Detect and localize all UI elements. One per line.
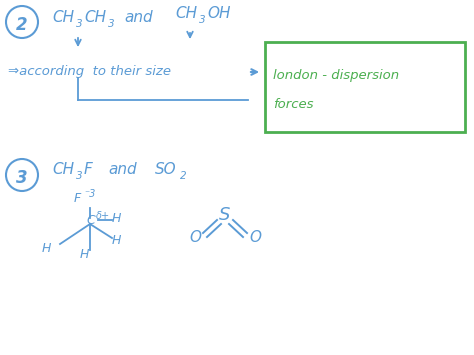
Text: F: F [74,191,81,204]
Text: H: H [112,234,121,246]
Text: 3: 3 [199,15,206,25]
Text: 2: 2 [16,16,28,34]
Text: H: H [42,241,51,255]
Text: CH: CH [84,11,106,26]
Text: london - dispersion: london - dispersion [273,69,399,82]
Text: O: O [249,230,261,246]
Text: C: C [86,213,95,226]
Text: CH: CH [175,6,197,22]
Text: H: H [80,248,90,262]
Text: and: and [108,163,137,178]
Text: ⁻3: ⁻3 [84,189,95,199]
Text: 3: 3 [76,19,82,29]
Text: H: H [112,212,121,224]
Text: 2: 2 [180,171,187,181]
Text: CH: CH [52,11,74,26]
Text: 3: 3 [108,19,115,29]
Text: CH: CH [52,163,74,178]
Text: S: S [219,206,231,224]
Bar [265,42,465,132]
Text: forces: forces [273,98,313,111]
Text: ⇒according  to their size: ⇒according to their size [8,66,171,78]
Text: F: F [84,163,93,178]
Text: O: O [189,230,201,246]
Text: δ+: δ+ [96,211,110,221]
Text: 3: 3 [16,169,28,187]
Text: and: and [124,11,153,26]
Text: SO: SO [155,163,177,178]
Text: 3: 3 [76,171,82,181]
Text: OH: OH [207,6,230,22]
